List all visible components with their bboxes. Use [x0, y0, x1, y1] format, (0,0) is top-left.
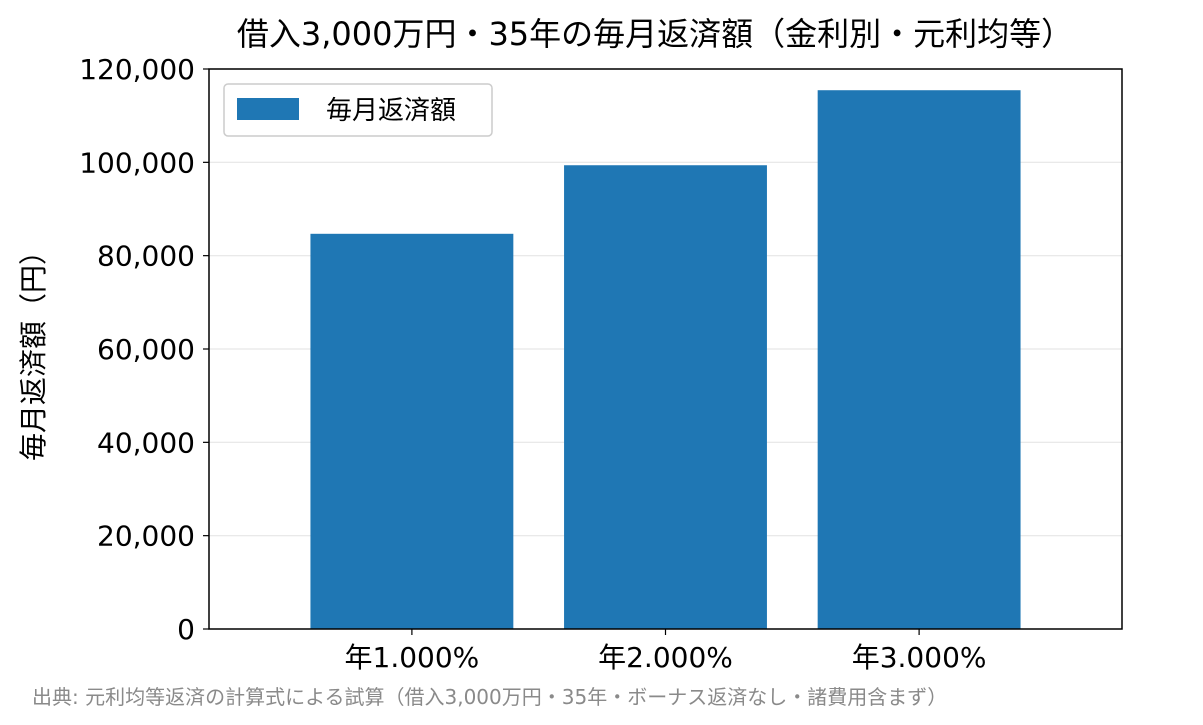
source-note: 出典: 元利均等返済の計算式による試算（借入3,000万円・35年・ボーナス返済…	[32, 685, 947, 709]
x-tick-label: 年3.000%	[852, 641, 987, 674]
y-tick-label: 0	[177, 613, 195, 646]
bars	[310, 90, 1021, 630]
legend-box	[223, 83, 493, 137]
chart-title: 借入3,000万円・35年の毎月返済額（金利別・元利均等）	[237, 15, 1073, 53]
y-axis-label: 毎月返済額（円）	[17, 237, 50, 461]
y-axis-ticks: 0 20,000 40,000 60,000 80,000 100,000 120,000	[79, 53, 209, 646]
bar	[564, 165, 767, 629]
x-tick-label: 年2.000%	[598, 641, 733, 674]
x-axis-ticks: 年1.000% 年2.000% 年3.000%	[345, 629, 987, 674]
bar	[310, 233, 514, 629]
legend: 毎月返済額	[223, 83, 493, 137]
x-tick-label: 年1.000%	[345, 641, 480, 674]
y-tick-label: 100,000	[79, 146, 195, 179]
y-tick-label: 40,000	[97, 426, 195, 459]
y-tick-label: 80,000	[97, 240, 195, 273]
bar	[817, 90, 1021, 630]
y-tick-label: 120,000	[79, 53, 195, 86]
legend-swatch	[237, 98, 299, 120]
y-tick-label: 20,000	[97, 520, 195, 553]
y-tick-label: 60,000	[97, 333, 195, 366]
legend-label: 毎月返済額	[326, 96, 456, 126]
